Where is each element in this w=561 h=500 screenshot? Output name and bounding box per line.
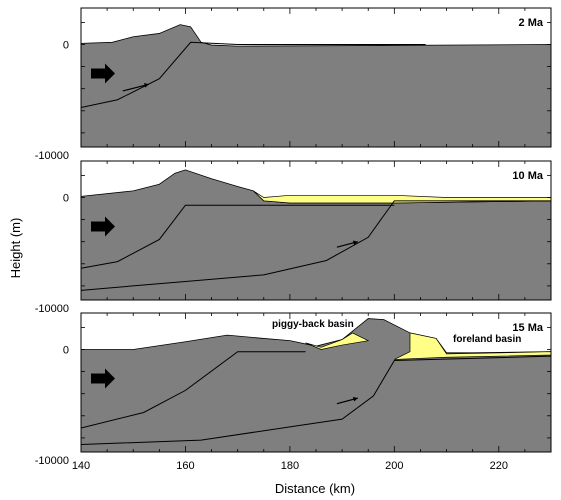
panel-label: 10 Ma [512,170,543,182]
x-tick-label: 140 [72,460,90,472]
push-arrow-icon [91,368,115,389]
x-tick-label: 220 [490,460,508,472]
panel-1: 0 -10000 10 Ma [35,160,552,315]
panels: 0 -10000 2 Ma 0 -10000 10 Ma 0 -10000 15 Ma 140 16… [35,7,552,472]
sediment-fill [253,190,551,204]
sediment-fill [394,332,551,360]
y-tick-label: -10000 [35,150,69,162]
topography-rock [81,24,551,147]
y-tick-label: -10000 [35,455,69,467]
x-tick-label: 160 [176,460,194,472]
y-tick-label: -10000 [35,303,69,315]
sediment-fill [305,332,370,350]
panel-body [81,313,551,452]
y-tick-label: 0 [63,345,69,357]
panel-body [81,161,551,300]
fault-line [81,41,426,108]
push-arrow-icon [91,216,115,237]
y-tick-label: 0 [63,193,69,205]
panel-label: 15 Ma [512,322,543,334]
panel-2: 0 -10000 15 Ma [35,312,552,467]
push-arrow-icon [91,63,115,84]
panel-label: 2 Ma [519,17,544,29]
y-tick-label: 0 [63,40,69,52]
fault-line [81,200,551,291]
x-tick-label: 200 [385,460,403,472]
slip-arrow-head [352,240,358,246]
slip-arrow-head [352,396,358,402]
fault-line [81,204,395,269]
panel-body [81,8,551,147]
slip-arrow [122,83,150,92]
annotation-piggy-back-basin: piggy-back basin [272,319,354,330]
x-tick-label: 180 [281,460,299,472]
panel-0: 0 -10000 2 Ma [35,7,552,162]
fault-line [81,351,306,429]
fault-line [81,355,551,446]
x-axis-title: Distance (km) [275,481,355,496]
y-axis-title: Height (m) [8,218,23,279]
slip-arrow-head [144,83,149,88]
annotation-foreland-basin: foreland basin [453,334,521,345]
